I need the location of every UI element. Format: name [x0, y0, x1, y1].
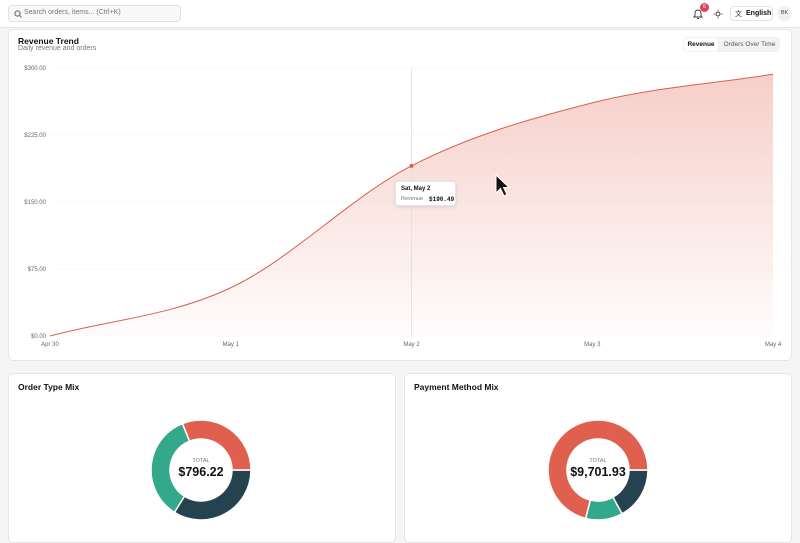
tooltip-date: Sat, May 2: [401, 186, 431, 192]
tooltip: Sat, May 2 Revenue $190.49: [395, 181, 456, 206]
avatar[interactable]: BK: [777, 6, 792, 21]
y-tick-label: $225.00: [24, 133, 46, 139]
card-subtitle: Daily revenue and orders: [18, 45, 97, 52]
y-tick-label: $150.00: [24, 200, 46, 206]
x-tick-label: May 1: [223, 342, 240, 348]
language-select[interactable]: 文 English: [730, 6, 773, 21]
active-dot: [409, 163, 414, 168]
center-label: TOTAL: [192, 458, 209, 464]
tooltip-value: $190.49: [429, 195, 455, 203]
language-label: English: [746, 10, 772, 17]
translate-icon: 文: [735, 11, 742, 18]
x-tick-label: May 3: [584, 342, 601, 348]
x-tick-label: Apr 30: [41, 342, 59, 348]
center-total: $9,701.93: [570, 465, 626, 479]
theme-icon[interactable]: [713, 9, 723, 19]
x-tick-label: May 2: [403, 342, 420, 348]
toggle-button[interactable]: Revenue: [684, 38, 718, 51]
tooltip-series: Revenue: [401, 196, 424, 202]
revenue-chart: $0.00 $75.00 $150.00 $225.00 $300.00 Apr 30 Ma…: [24, 66, 782, 348]
search-icon: [14, 10, 22, 18]
search-placeholder: Search orders, items... (Ctrl+K): [24, 9, 121, 16]
toggle-button[interactable]: Orders Over Time: [723, 41, 776, 48]
y-tick-label: $300.00: [24, 66, 46, 72]
donut-segment: [547, 419, 649, 520]
toggle-group: Revenue Orders Over Time: [683, 37, 780, 52]
center-label: TOTAL: [589, 458, 606, 464]
x-tick-label: May 4: [765, 342, 782, 348]
bell-icon[interactable]: [692, 8, 704, 20]
donut-segment: [181, 419, 252, 471]
y-tick-label: $75.00: [28, 267, 47, 273]
card-title: Revenue Trend: [18, 36, 79, 46]
card-title: Order Type Mix: [18, 382, 80, 392]
y-tick-label: $0.00: [31, 334, 47, 340]
center-total: $796.22: [178, 465, 223, 479]
card-title: Payment Method Mix: [414, 382, 499, 392]
mouse-cursor: [495, 174, 511, 197]
search-box[interactable]: Search orders, items... (Ctrl+K): [8, 5, 181, 22]
notification-badge: 6: [700, 3, 709, 12]
